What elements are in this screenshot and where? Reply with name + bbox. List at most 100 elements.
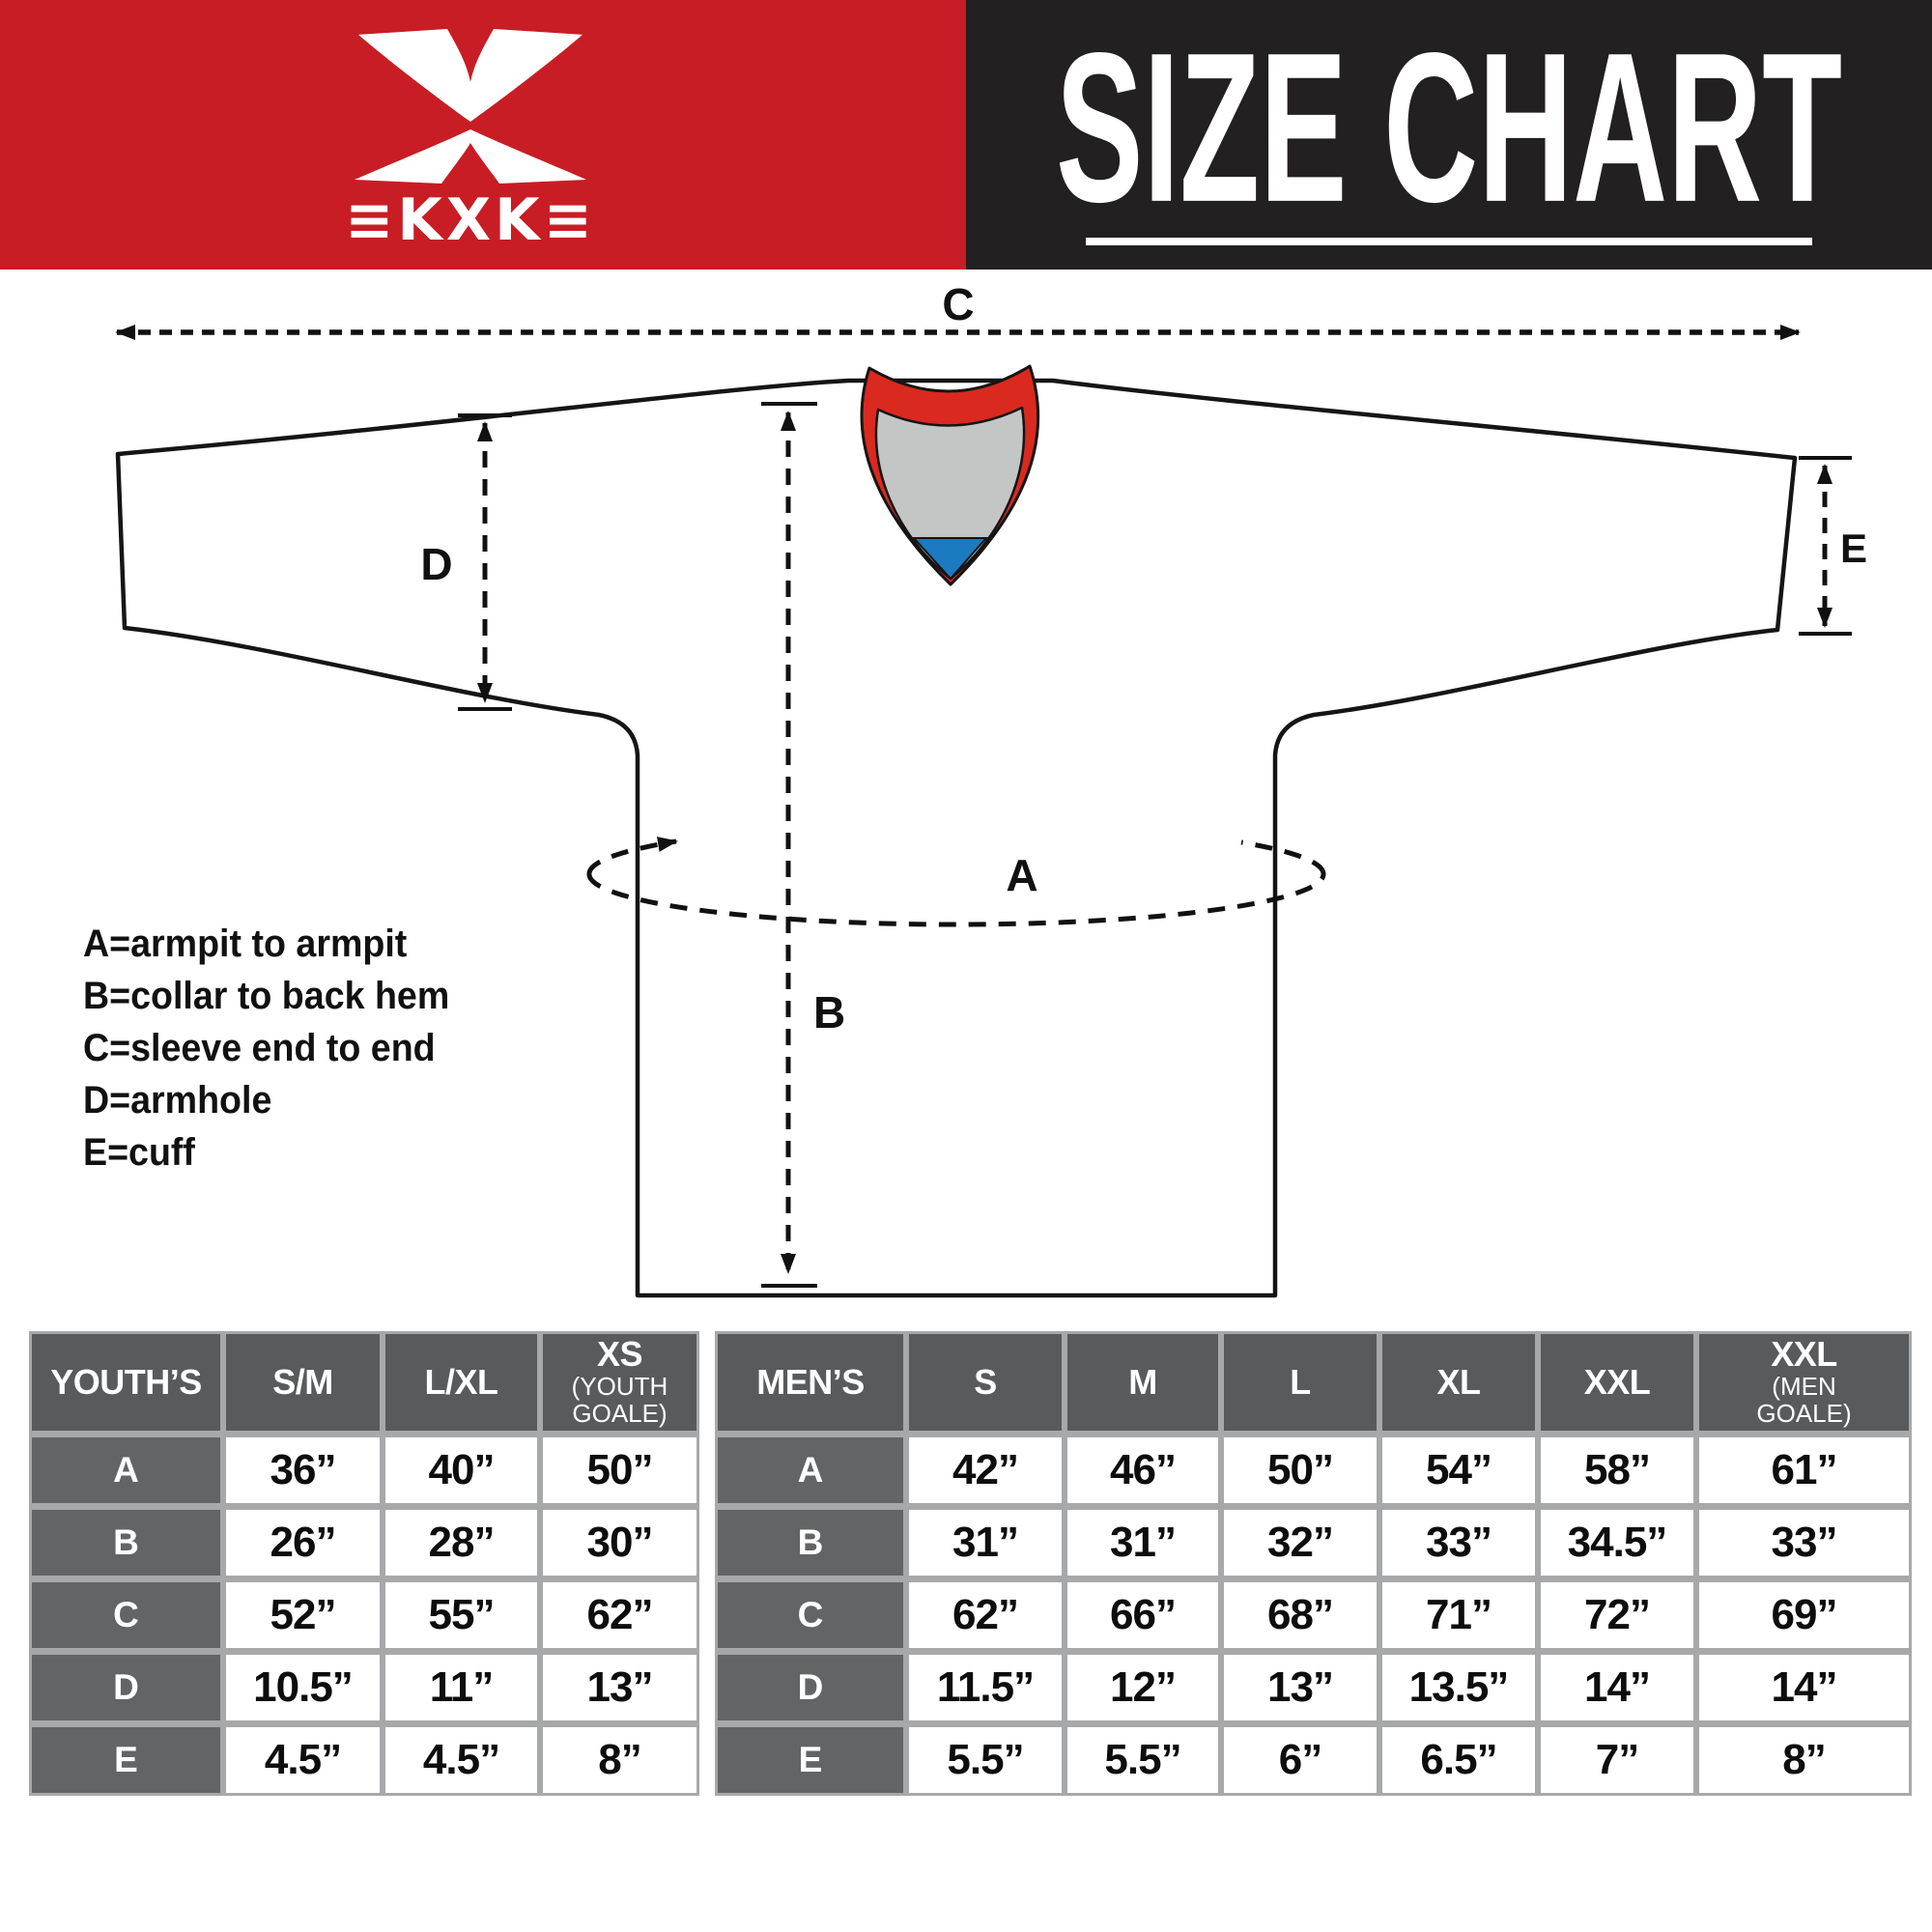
row-label: D xyxy=(32,1655,220,1720)
collar-inner xyxy=(874,406,1026,581)
row-label: E xyxy=(32,1727,220,1793)
size-value: 66” xyxy=(1067,1582,1218,1648)
size-value: 11” xyxy=(385,1655,537,1720)
size-value: 4.5” xyxy=(226,1727,380,1793)
kxk-logo-icon xyxy=(355,29,586,184)
men-size-table: MEN’S S M L XL XXL XXL (MEN GOALE) A 42” … xyxy=(715,1331,1912,1796)
men-col-header-xxl-goalie: XXL (MEN GOALE) xyxy=(1699,1334,1909,1431)
row-label: C xyxy=(32,1582,220,1648)
size-value: 55” xyxy=(385,1582,537,1648)
row-label: B xyxy=(32,1510,220,1576)
title-panel: SIZE CHART xyxy=(966,0,1932,270)
men-col-header-l: L xyxy=(1224,1334,1377,1431)
size-value: 71” xyxy=(1382,1582,1535,1648)
size-value: 8” xyxy=(543,1727,696,1793)
size-value: 5.5” xyxy=(1067,1727,1218,1793)
legend-line-b: B=collar to back hem xyxy=(83,975,450,1017)
size-value: 14” xyxy=(1699,1655,1909,1720)
youth-group-header: YOUTH’S xyxy=(32,1334,220,1431)
size-value: 31” xyxy=(1067,1510,1218,1576)
col-label: XL xyxy=(1436,1362,1481,1402)
row-label: A xyxy=(32,1437,220,1503)
size-value: 62” xyxy=(543,1582,696,1648)
size-value: 6” xyxy=(1224,1727,1377,1793)
row-label: D xyxy=(718,1655,903,1720)
size-value: 8” xyxy=(1699,1727,1909,1793)
size-value: 32” xyxy=(1224,1510,1377,1576)
row-label: E xyxy=(718,1727,903,1793)
top-banner: ≡KXK≡ SIZE CHART xyxy=(0,0,1932,270)
jersey-outline xyxy=(115,378,1798,1298)
legend-line-a: A=armpit to armpit xyxy=(83,923,408,965)
size-value: 14” xyxy=(1541,1655,1693,1720)
size-value: 30” xyxy=(543,1510,696,1576)
row-label: B xyxy=(718,1510,903,1576)
men-col-header-s: S xyxy=(909,1334,1062,1431)
col-sublabel: (YOUTH GOALE) xyxy=(571,1372,668,1428)
size-value: 61” xyxy=(1699,1437,1909,1503)
size-value: 31” xyxy=(909,1510,1062,1576)
col-label: L/XL xyxy=(424,1362,499,1402)
size-value: 62” xyxy=(909,1582,1062,1648)
size-value: 12” xyxy=(1067,1655,1218,1720)
page-title: SIZE CHART xyxy=(1055,7,1843,246)
size-value: 11.5” xyxy=(909,1655,1062,1720)
measurement-legend: A=armpit to armpit B=collar to back hem … xyxy=(83,918,449,1179)
brand-panel: ≡KXK≡ xyxy=(0,0,966,270)
measure-label-d: D xyxy=(420,539,452,589)
size-value: 54” xyxy=(1382,1437,1535,1503)
size-value: 10.5” xyxy=(226,1655,380,1720)
measure-label-b: B xyxy=(813,987,845,1037)
size-value: 13.5” xyxy=(1382,1655,1535,1720)
size-value: 50” xyxy=(1224,1437,1377,1503)
measure-label-e: E xyxy=(1840,526,1867,571)
size-value: 42” xyxy=(909,1437,1062,1503)
size-value: 26” xyxy=(226,1510,380,1576)
legend-line-e: E=cuff xyxy=(83,1131,195,1174)
size-value: 4.5” xyxy=(385,1727,537,1793)
title-underline xyxy=(1086,237,1812,245)
size-value: 7” xyxy=(1541,1727,1693,1793)
measure-a-curl-right xyxy=(1240,839,1326,875)
row-label: A xyxy=(718,1437,903,1503)
size-value: 72” xyxy=(1541,1582,1693,1648)
men-group-header: MEN’S xyxy=(718,1334,903,1431)
men-col-header-m: M xyxy=(1067,1334,1218,1431)
youth-col-header-xs-goalie: XS (YOUTH GOALE) xyxy=(543,1334,696,1431)
col-label: S/M xyxy=(272,1362,333,1402)
youth-col-header-sm: S/M xyxy=(226,1334,380,1431)
collar-lace-guard xyxy=(911,537,989,581)
col-label: S xyxy=(974,1362,997,1402)
measure-a-ellipse xyxy=(586,873,1326,927)
size-value: 52” xyxy=(226,1582,380,1648)
size-value: 58” xyxy=(1541,1437,1693,1503)
size-value: 28” xyxy=(385,1510,537,1576)
size-value: 68” xyxy=(1224,1582,1377,1648)
men-col-header-xl: XL xyxy=(1382,1334,1535,1431)
size-value: 69” xyxy=(1699,1582,1909,1648)
men-col-header-xxl: XXL xyxy=(1541,1334,1693,1431)
legend-line-d: D=armhole xyxy=(83,1079,272,1122)
legend-line-c: C=sleeve end to end xyxy=(83,1027,436,1069)
col-label: XS xyxy=(596,1334,643,1374)
size-value: 33” xyxy=(1699,1510,1909,1576)
size-value: 34.5” xyxy=(1541,1510,1693,1576)
brand-wordmark: ≡KXK≡ xyxy=(345,186,596,254)
size-value: 6.5” xyxy=(1382,1727,1535,1793)
size-value: 46” xyxy=(1067,1437,1218,1503)
measure-label-c: C xyxy=(942,279,974,329)
col-label: XXL xyxy=(1771,1334,1837,1374)
col-sublabel: (MEN GOALE) xyxy=(1756,1372,1852,1428)
measure-label-a: A xyxy=(1006,850,1037,900)
col-label: L xyxy=(1290,1362,1311,1402)
row-label: C xyxy=(718,1582,903,1648)
size-value: 13” xyxy=(543,1655,696,1720)
size-value: 5.5” xyxy=(909,1727,1062,1793)
size-value: 40” xyxy=(385,1437,537,1503)
size-value: 36” xyxy=(226,1437,380,1503)
col-label: M xyxy=(1128,1362,1157,1402)
col-label: XXL xyxy=(1583,1362,1651,1402)
size-value: 33” xyxy=(1382,1510,1535,1576)
youth-col-header-lxl: L/XL xyxy=(385,1334,537,1431)
